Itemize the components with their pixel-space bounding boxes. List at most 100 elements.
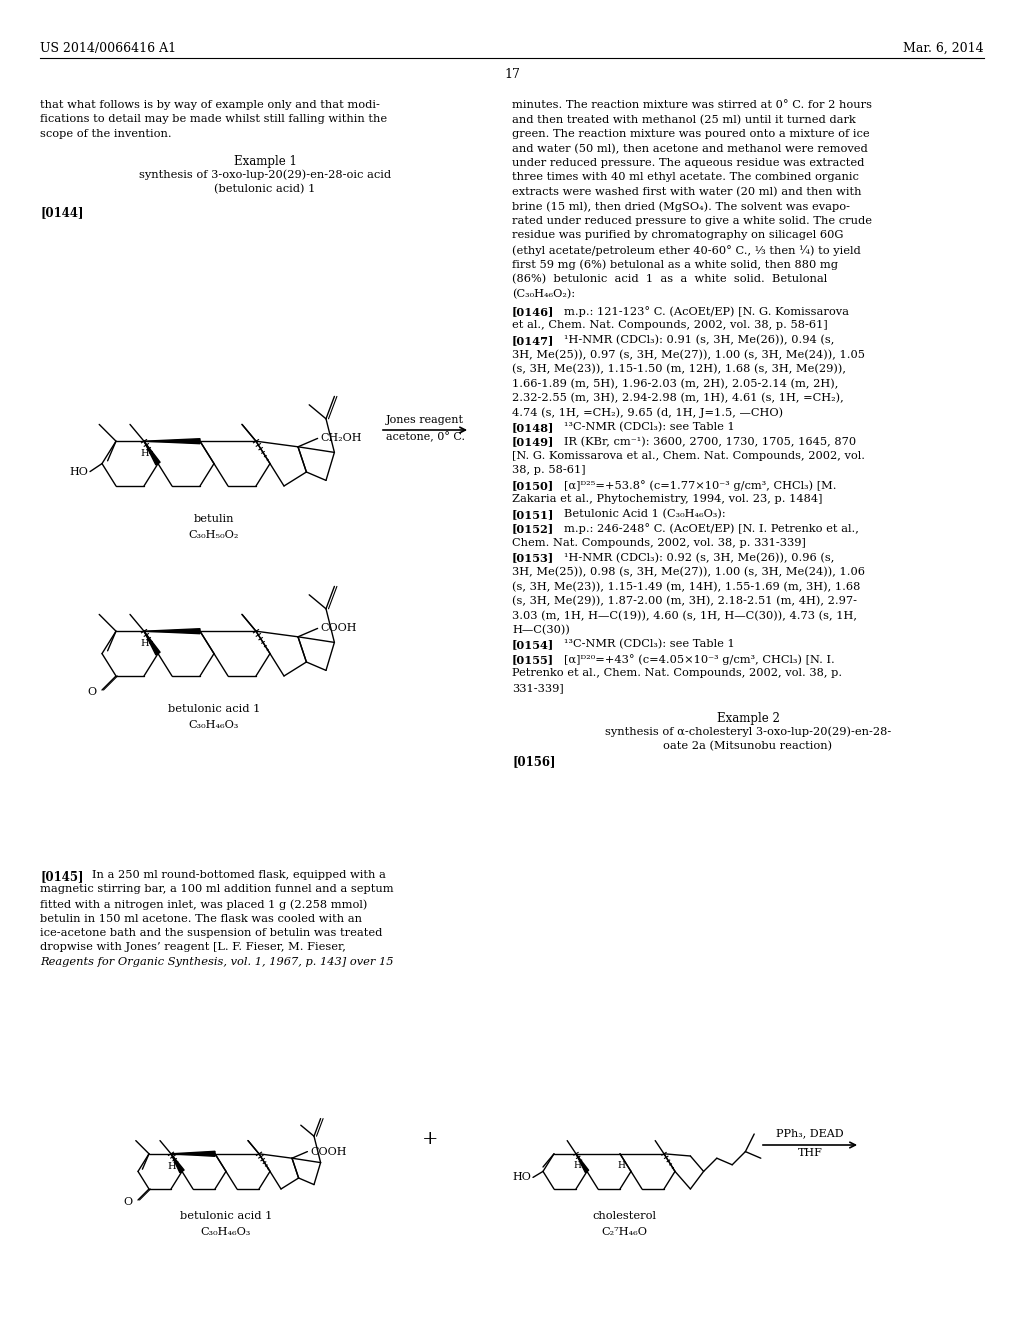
Polygon shape [171, 1154, 184, 1172]
Text: oate 2a (Mitsunobu reaction): oate 2a (Mitsunobu reaction) [664, 741, 833, 751]
Text: Example 1: Example 1 [233, 154, 296, 168]
Text: H: H [617, 1160, 625, 1170]
Text: [0153]: [0153] [512, 552, 554, 564]
Text: Chem. Nat. Compounds, 2002, vol. 38, p. 331-339]: Chem. Nat. Compounds, 2002, vol. 38, p. … [512, 539, 806, 548]
Text: fications to detail may be made whilst still falling within the: fications to detail may be made whilst s… [40, 115, 387, 124]
Text: US 2014/0066416 A1: US 2014/0066416 A1 [40, 42, 176, 55]
Text: residue was purified by chromatography on silicagel 60G: residue was purified by chromatography o… [512, 231, 844, 240]
Text: [α]ᴰ²⁰=+43° (c=4.05×10⁻³ g/cm³, CHCl₃) [N. I.: [α]ᴰ²⁰=+43° (c=4.05×10⁻³ g/cm³, CHCl₃) [… [564, 653, 835, 665]
Polygon shape [144, 628, 200, 634]
Text: [0148]: [0148] [512, 422, 554, 433]
Text: (s, 3H, Me(29)), 1.87-2.00 (m, 3H), 2.18-2.51 (m, 4H), 2.97-: (s, 3H, Me(29)), 1.87-2.00 (m, 3H), 2.18… [512, 595, 857, 606]
Text: [0147]: [0147] [512, 335, 554, 346]
Text: O: O [124, 1197, 133, 1206]
Text: 2.32-2.55 (m, 3H), 2.94-2.98 (m, 1H), 4.61 (s, 1H, =CH₂),: 2.32-2.55 (m, 3H), 2.94-2.98 (m, 1H), 4.… [512, 393, 844, 403]
Text: C₃₀H₅₀O₂: C₃₀H₅₀O₂ [188, 531, 240, 540]
Text: that what follows is by way of example only and that modi-: that what follows is by way of example o… [40, 100, 380, 110]
Text: brine (15 ml), then dried (MgSO₄). The solvent was evapo-: brine (15 ml), then dried (MgSO₄). The s… [512, 202, 850, 213]
Text: 1.66-1.89 (m, 5H), 1.96-2.03 (m, 2H), 2.05-2.14 (m, 2H),: 1.66-1.89 (m, 5H), 1.96-2.03 (m, 2H), 2.… [512, 379, 839, 389]
Text: [0145]: [0145] [40, 870, 84, 883]
Text: Zakaria et al., Phytochemistry, 1994, vol. 23, p. 1484]: Zakaria et al., Phytochemistry, 1994, vo… [512, 495, 822, 504]
Text: ¹H-NMR (CDCl₃): 0.91 (s, 3H, Me(26)), 0.94 (s,: ¹H-NMR (CDCl₃): 0.91 (s, 3H, Me(26)), 0.… [564, 335, 835, 346]
Text: COOH: COOH [321, 623, 357, 634]
Text: THF: THF [798, 1148, 822, 1158]
Text: minutes. The reaction mixture was stirred at 0° C. for 2 hours: minutes. The reaction mixture was stirre… [512, 100, 872, 110]
Text: IR (KBr, cm⁻¹): 3600, 2700, 1730, 1705, 1645, 870: IR (KBr, cm⁻¹): 3600, 2700, 1730, 1705, … [564, 437, 856, 446]
Text: and then treated with methanol (25 ml) until it turned dark: and then treated with methanol (25 ml) u… [512, 115, 856, 125]
Text: Betulonic Acid 1 (C₃₀H₄₆O₃):: Betulonic Acid 1 (C₃₀H₄₆O₃): [564, 510, 726, 519]
Text: [0151]: [0151] [512, 510, 554, 520]
Text: betulonic acid 1: betulonic acid 1 [180, 1210, 272, 1221]
Text: CH₂OH: CH₂OH [321, 433, 362, 444]
Text: et al., Chem. Nat. Compounds, 2002, vol. 38, p. 58-61]: et al., Chem. Nat. Compounds, 2002, vol.… [512, 321, 827, 330]
Text: [0156]: [0156] [512, 755, 555, 768]
Text: [0146]: [0146] [512, 306, 554, 317]
Text: 38, p. 58-61]: 38, p. 58-61] [512, 466, 586, 475]
Text: [0144]: [0144] [40, 206, 84, 219]
Text: 331-339]: 331-339] [512, 682, 564, 693]
Text: 17: 17 [504, 69, 520, 81]
Text: (betulonic acid) 1: (betulonic acid) 1 [214, 183, 315, 194]
Text: magnetic stirring bar, a 100 ml addition funnel and a septum: magnetic stirring bar, a 100 ml addition… [40, 884, 393, 895]
Text: C₂⁷H₄₆O: C₂⁷H₄₆O [601, 1228, 647, 1237]
Text: (s, 3H, Me(23)), 1.15-1.50 (m, 12H), 1.68 (s, 3H, Me(29)),: (s, 3H, Me(23)), 1.15-1.50 (m, 12H), 1.6… [512, 364, 846, 375]
Text: green. The reaction mixture was poured onto a mixture of ice: green. The reaction mixture was poured o… [512, 129, 869, 139]
Polygon shape [144, 631, 160, 655]
Polygon shape [171, 1151, 215, 1156]
Text: Reagents for Organic Synthesis, vol. 1, 1967, p. 143] over 15: Reagents for Organic Synthesis, vol. 1, … [40, 957, 393, 968]
Text: acetone, 0° C.: acetone, 0° C. [385, 432, 465, 442]
Text: betulin: betulin [194, 513, 234, 524]
Text: betulin in 150 ml acetone. The flask was cooled with an: betulin in 150 ml acetone. The flask was… [40, 913, 362, 924]
Text: In a 250 ml round-bottomed flask, equipped with a: In a 250 ml round-bottomed flask, equipp… [92, 870, 386, 880]
Text: H: H [168, 1162, 176, 1171]
Text: (s, 3H, Me(23)), 1.15-1.49 (m, 14H), 1.55-1.69 (m, 3H), 1.68: (s, 3H, Me(23)), 1.15-1.49 (m, 14H), 1.5… [512, 581, 860, 591]
Text: 3.03 (m, 1H, H—C(19)), 4.60 (s, 1H, H—C(30)), 4.73 (s, 1H,: 3.03 (m, 1H, H—C(19)), 4.60 (s, 1H, H—C(… [512, 610, 857, 620]
Text: Example 2: Example 2 [717, 711, 779, 725]
Text: ¹³C-NMR (CDCl₃): see Table 1: ¹³C-NMR (CDCl₃): see Table 1 [564, 639, 735, 649]
Text: [N. G. Komissarova et al., Chem. Nat. Compounds, 2002, vol.: [N. G. Komissarova et al., Chem. Nat. Co… [512, 451, 865, 461]
Text: and water (50 ml), then acetone and methanol were removed: and water (50 ml), then acetone and meth… [512, 144, 867, 154]
Text: ¹H-NMR (CDCl₃): 0.92 (s, 3H, Me(26)), 0.96 (s,: ¹H-NMR (CDCl₃): 0.92 (s, 3H, Me(26)), 0.… [564, 552, 835, 562]
Text: extracts were washed first with water (20 ml) and then with: extracts were washed first with water (2… [512, 187, 861, 197]
Text: [0154]: [0154] [512, 639, 554, 651]
Text: fitted with a nitrogen inlet, was placed 1 g (2.258 mmol): fitted with a nitrogen inlet, was placed… [40, 899, 368, 909]
Polygon shape [144, 441, 160, 465]
Text: under reduced pressure. The aqueous residue was extracted: under reduced pressure. The aqueous resi… [512, 158, 864, 168]
Text: H: H [140, 639, 150, 648]
Text: (86%)  betulonic  acid  1  as  a  white  solid.  Betulonal: (86%) betulonic acid 1 as a white solid.… [512, 275, 827, 284]
Text: synthesis of α-cholesteryl 3-oxo-lup-20(29)-en-28-: synthesis of α-cholesteryl 3-oxo-lup-20(… [605, 726, 891, 737]
Text: O: O [88, 686, 97, 697]
Text: HO: HO [512, 1172, 531, 1183]
Text: H: H [140, 449, 150, 458]
Text: (ethyl acetate/petroleum ether 40-60° C., ⅓ then ¼) to yield: (ethyl acetate/petroleum ether 40-60° C.… [512, 246, 861, 256]
Text: Petrenko et al., Chem. Nat. Compounds, 2002, vol. 38, p.: Petrenko et al., Chem. Nat. Compounds, 2… [512, 668, 842, 678]
Text: [α]ᴰ²⁵=+53.8° (c=1.77×10⁻³ g/cm³, CHCl₃) [M.: [α]ᴰ²⁵=+53.8° (c=1.77×10⁻³ g/cm³, CHCl₃)… [564, 480, 837, 491]
Text: m.p.: 121-123° C. (AcOEt/EP) [N. G. Komissarova: m.p.: 121-123° C. (AcOEt/EP) [N. G. Komi… [564, 306, 849, 317]
Text: HO: HO [70, 466, 88, 477]
Text: betulonic acid 1: betulonic acid 1 [168, 704, 260, 714]
Text: 4.74 (s, 1H, =CH₂), 9.65 (d, 1H, J=1.5, —CHO): 4.74 (s, 1H, =CH₂), 9.65 (d, 1H, J=1.5, … [512, 408, 783, 418]
Polygon shape [575, 1154, 589, 1172]
Text: C₃₀H₄₆O₃: C₃₀H₄₆O₃ [188, 719, 240, 730]
Text: cholesterol: cholesterol [593, 1210, 656, 1221]
Text: (C₃₀H₄₆O₂):: (C₃₀H₄₆O₂): [512, 289, 575, 298]
Text: three times with 40 ml ethyl acetate. The combined organic: three times with 40 ml ethyl acetate. Th… [512, 173, 859, 182]
Text: [0150]: [0150] [512, 480, 554, 491]
Text: scope of the invention.: scope of the invention. [40, 129, 172, 139]
Text: ice-acetone bath and the suspension of betulin was treated: ice-acetone bath and the suspension of b… [40, 928, 382, 939]
Text: m.p.: 246-248° C. (AcOEt/EP) [N. I. Petrenko et al.,: m.p.: 246-248° C. (AcOEt/EP) [N. I. Petr… [564, 524, 859, 535]
Polygon shape [144, 438, 200, 444]
Text: synthesis of 3-oxo-lup-20(29)-en-28-oic acid: synthesis of 3-oxo-lup-20(29)-en-28-oic … [139, 169, 391, 180]
Text: rated under reduced pressure to give a white solid. The crude: rated under reduced pressure to give a w… [512, 216, 872, 226]
Text: COOH: COOH [310, 1147, 347, 1156]
Text: PPh₃, DEAD: PPh₃, DEAD [776, 1129, 844, 1138]
Text: [0152]: [0152] [512, 524, 554, 535]
Text: H—C(30)): H—C(30)) [512, 624, 570, 635]
Text: Mar. 6, 2014: Mar. 6, 2014 [903, 42, 984, 55]
Text: first 59 mg (6%) betulonal as a white solid, then 880 mg: first 59 mg (6%) betulonal as a white so… [512, 260, 838, 271]
Text: [0155]: [0155] [512, 653, 554, 665]
Text: ¹³C-NMR (CDCl₃): see Table 1: ¹³C-NMR (CDCl₃): see Table 1 [564, 422, 735, 432]
Text: 3H, Me(25)), 0.97 (s, 3H, Me(27)), 1.00 (s, 3H, Me(24)), 1.05: 3H, Me(25)), 0.97 (s, 3H, Me(27)), 1.00 … [512, 350, 865, 360]
Text: H: H [573, 1160, 581, 1170]
Text: dropwise with Jones’ reagent [L. F. Fieser, M. Fieser,: dropwise with Jones’ reagent [L. F. Fies… [40, 942, 346, 953]
